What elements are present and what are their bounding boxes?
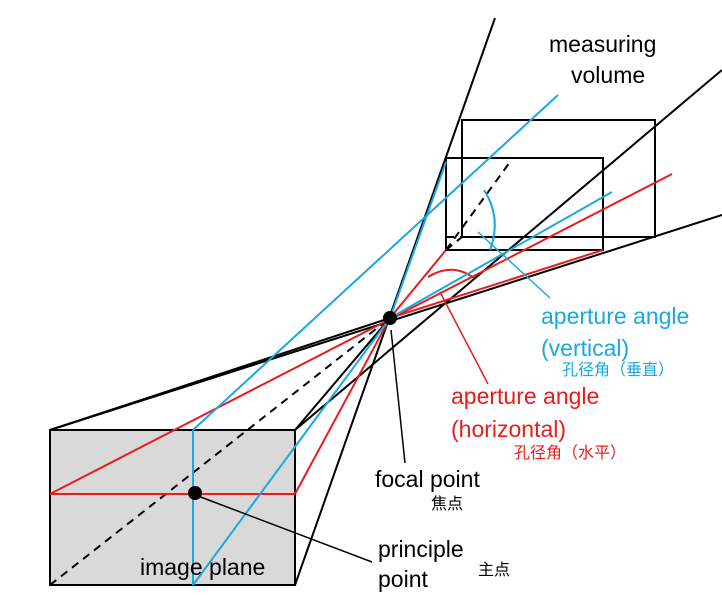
measuring-volume-label-2: volume bbox=[571, 62, 646, 88]
focal-point-label: focal point bbox=[375, 466, 480, 492]
cyan-ray-2 bbox=[192, 317, 391, 586]
aperture-horizontal-label-1: aperture angle bbox=[451, 383, 600, 409]
aperture-vertical-label-1: aperture angle bbox=[541, 303, 690, 329]
principle-point-dot bbox=[188, 486, 202, 500]
hidden-edge-3 bbox=[445, 161, 511, 251]
aperture-vertical-label-2: (vertical) bbox=[541, 335, 630, 361]
focal-point-label-zh: 焦点 bbox=[431, 494, 464, 513]
callout-vertical bbox=[477, 231, 551, 299]
red-ray-extension bbox=[389, 249, 447, 319]
red-ray-cross bbox=[389, 249, 604, 319]
cyan-ray-1 bbox=[192, 94, 559, 431]
callout-principle bbox=[197, 495, 373, 563]
hidden-edge-4 bbox=[445, 236, 463, 251]
principle-point-label-2: point bbox=[378, 566, 428, 592]
principle-point-label-1: principle bbox=[378, 536, 464, 562]
image-plane-label: image plane bbox=[140, 554, 266, 580]
callout-focal bbox=[390, 329, 406, 464]
red-ray-top bbox=[49, 173, 673, 495]
measuring-volume-back bbox=[461, 119, 656, 238]
image-plane-diagonal bbox=[49, 317, 391, 586]
principle-point-label-zh: 主点 bbox=[478, 560, 511, 579]
cyan-ray-4 bbox=[389, 161, 447, 319]
aperture-horizontal-label-zh: 孔径角（水平） bbox=[514, 443, 627, 462]
aperture-vertical-label-zh: 孔径角（垂直） bbox=[562, 360, 675, 379]
measuring-volume-label-1: measuring bbox=[549, 31, 657, 57]
aperture-horizontal-label-2: (horizontal) bbox=[451, 416, 567, 442]
cyan-ray-3 bbox=[389, 191, 613, 319]
callout-horizontal bbox=[439, 291, 489, 385]
red-ray-side bbox=[294, 317, 391, 495]
image-plane bbox=[49, 429, 296, 586]
vertical-angle-arc bbox=[483, 189, 496, 251]
focal-point-dot bbox=[383, 311, 397, 325]
horizontal-angle-arc bbox=[427, 268, 475, 279]
